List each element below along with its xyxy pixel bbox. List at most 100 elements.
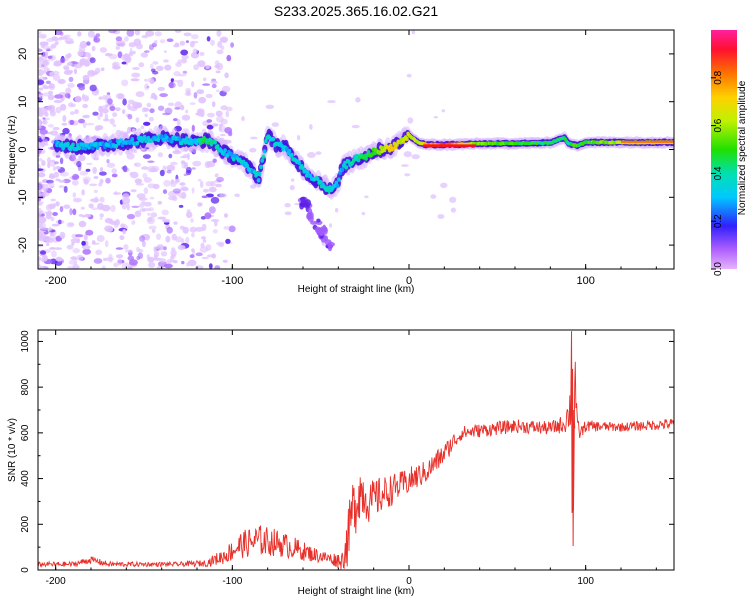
- heatmap-noise-blob: [202, 188, 210, 193]
- heatmap-noise-blob: [62, 115, 67, 122]
- heatmap-noise-blob: [78, 44, 87, 49]
- heatmap-noise-blob: [406, 73, 412, 78]
- heatmap-noise-blob: [226, 54, 232, 62]
- ridge-core: [223, 148, 227, 153]
- heatmap-noise-blob: [115, 36, 123, 42]
- heatmap-noise-blob: [69, 208, 73, 216]
- heatmap-noise-blob: [149, 108, 155, 114]
- heatmap-noise-blob: [41, 160, 46, 167]
- heatmap-noise-blob: [64, 93, 71, 99]
- heatmap-noise-blob: [99, 213, 104, 218]
- heatmap-noise-blob: [205, 93, 213, 99]
- heatmap-noise-blob: [78, 85, 85, 91]
- heatmap-noise-blob: [138, 62, 145, 68]
- heatmap-noise-blob: [85, 122, 95, 126]
- heatmap-noise-blob: [221, 85, 231, 93]
- heatmap-noise-blob: [76, 160, 82, 168]
- colorbar-tick-label: 0.2: [713, 214, 724, 228]
- heatmap-noise-blob: [38, 48, 43, 53]
- ridge-core: [241, 159, 246, 164]
- ridge-core: [260, 158, 265, 163]
- heatmap-noise-blob: [60, 103, 67, 111]
- heatmap-noise-blob: [225, 238, 231, 244]
- heatmap-noise-blob: [296, 135, 301, 141]
- heatmap-noise-blob: [178, 73, 187, 77]
- heatmap-noise-blob: [144, 201, 152, 207]
- heatmap-noise-blob: [41, 51, 46, 57]
- heatmap-noise-blob: [180, 104, 185, 111]
- heatmap-noise-blob: [207, 112, 215, 118]
- heatmap-noise-blob: [217, 41, 223, 48]
- colorbar-gradient: [711, 30, 737, 269]
- heatmap-noise-blob: [228, 225, 236, 233]
- heatmap-noise-blob: [99, 171, 107, 176]
- heatmap-noise-blob: [72, 192, 77, 198]
- heatmap-noise-blob: [211, 253, 216, 259]
- heatmap-noise-blob: [364, 195, 369, 199]
- heatmap-noise-blob: [148, 116, 154, 122]
- heatmap-noise-blob: [101, 265, 106, 269]
- colorbar-ticks: 0.0 0.2 0.4 0.6 0.8: [711, 70, 724, 276]
- heatmap-noise-blob: [225, 106, 233, 112]
- x-tick-label: 100: [577, 576, 594, 587]
- heatmap-noise-blob: [85, 229, 94, 236]
- heatmap-noise-blob: [66, 222, 74, 228]
- heatmap-noise-blob: [118, 40, 126, 48]
- ridge-core: [213, 140, 217, 145]
- ridge-core: [135, 141, 140, 146]
- heatmap-noise-blob: [214, 173, 219, 178]
- heatmap-noise-blob: [179, 182, 186, 186]
- heatmap-noise-blob: [159, 258, 167, 263]
- heatmap-noise-blob: [109, 105, 116, 111]
- colorbar-tick-label: 0.8: [713, 70, 724, 84]
- heatmap-noise-blob: [74, 109, 79, 115]
- heatmap-noise-blob: [83, 233, 88, 241]
- ridge-core: [71, 142, 75, 147]
- heatmap-noise-blob: [433, 116, 438, 119]
- heatmap-noise-blob: [220, 118, 228, 125]
- heatmap-noise-blob: [115, 40, 119, 46]
- heatmap-noise-blob: [193, 92, 198, 99]
- heatmap-noise-blob: [50, 216, 55, 222]
- heatmap-noise-blob: [52, 126, 60, 131]
- heatmap-noise-blob: [104, 217, 113, 224]
- heatmap-noise-blob: [86, 162, 93, 166]
- heatmap-noise-blob: [72, 248, 80, 254]
- heatmap-noise-blob: [68, 40, 75, 44]
- heatmap-x-axis-label: Height of straight line (km): [298, 284, 415, 295]
- heatmap-noise-blob: [38, 57, 45, 64]
- heatmap-noise-blob: [90, 71, 99, 75]
- heatmap-noise-blob: [192, 160, 202, 167]
- heatmap-noise-blob: [84, 52, 91, 58]
- heatmap-noise-blob: [130, 78, 140, 82]
- ridge-core: [66, 141, 70, 147]
- heatmap-noise-blob: [168, 81, 176, 89]
- heatmap-noise-blob: [73, 68, 78, 75]
- heatmap-noise-blob: [162, 189, 168, 194]
- heatmap-noise-blob: [99, 196, 105, 203]
- heatmap-noise-blob: [163, 179, 171, 187]
- heatmap-noise-blob: [307, 152, 316, 158]
- y-tick-label: 0: [17, 146, 29, 152]
- heatmap-noise-blob: [186, 209, 191, 213]
- heatmap-noise-blob: [430, 194, 437, 199]
- colorbar: 0.0 0.2 0.4 0.6 0.8 Normalized spectral ampl…: [711, 30, 748, 276]
- heatmap-noise-blob: [72, 197, 82, 203]
- snr-series: [38, 331, 674, 570]
- heatmap-noise-blob: [189, 226, 197, 233]
- heatmap-noise-blob: [50, 232, 54, 237]
- heatmap-noise-blob: [450, 207, 456, 213]
- heatmap-noise-blob: [147, 165, 156, 173]
- heatmap-noise-blob: [144, 78, 148, 82]
- heatmap-noise-blob: [38, 168, 44, 171]
- heatmap-noise-blob: [131, 72, 141, 78]
- heatmap-noise-blob: [46, 157, 51, 164]
- chart-title: S233.2025.365.16.02.G21: [274, 3, 438, 19]
- heatmap-noise-blob: [216, 176, 225, 183]
- heatmap-noise-blob: [441, 109, 446, 113]
- heatmap-noise-blob: [139, 235, 146, 242]
- heatmap-noise-blob: [361, 212, 366, 216]
- heatmap-noise-blob: [166, 169, 172, 174]
- heatmap-noise-blob: [142, 173, 148, 179]
- heatmap-noise-blob: [225, 110, 230, 118]
